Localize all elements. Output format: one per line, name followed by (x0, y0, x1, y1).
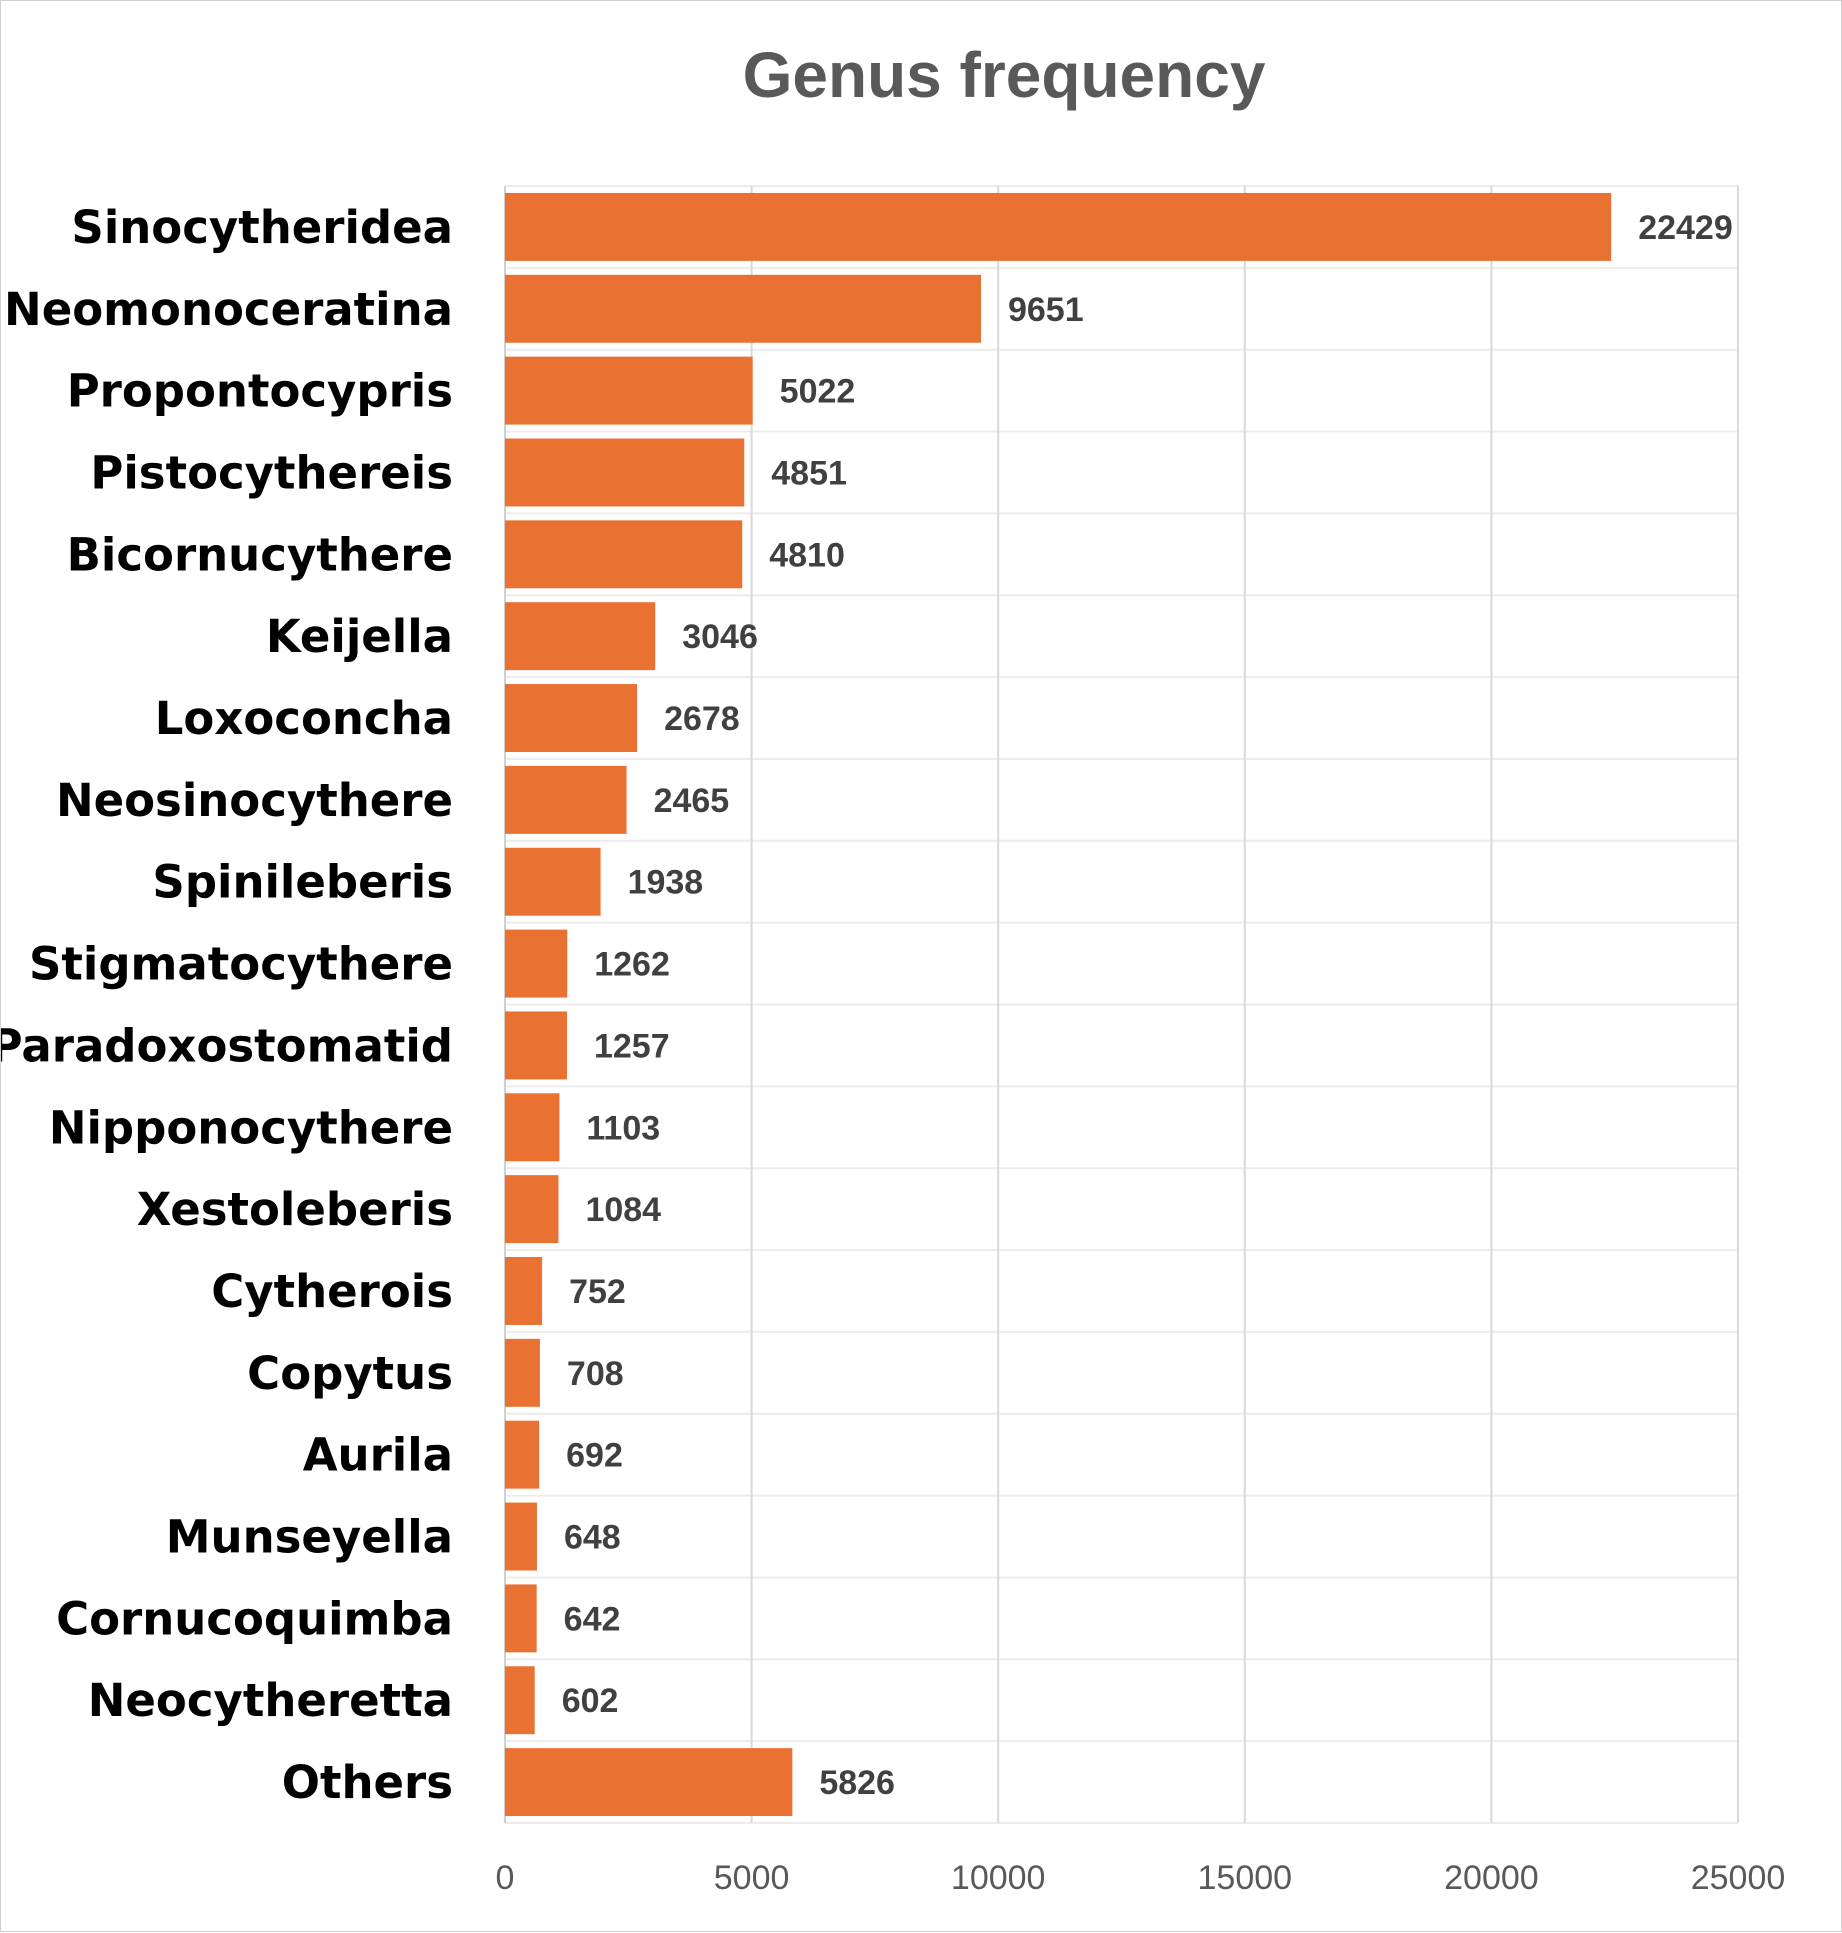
bar (505, 356, 753, 425)
category-label: Propontocypris (67, 365, 453, 418)
data-label: 4851 (771, 454, 847, 492)
data-label: 602 (562, 1682, 619, 1720)
data-label: 5826 (819, 1764, 895, 1802)
category-label: Copytus (247, 1347, 453, 1400)
x-tick-label: 25000 (1691, 1859, 1786, 1897)
data-label: 4810 (769, 536, 845, 574)
x-tick-label: 5000 (714, 1859, 790, 1897)
category-label: Neocytheretta (88, 1674, 453, 1727)
data-label: 3046 (682, 618, 758, 656)
category-label: Cornucoquimba (56, 1592, 453, 1645)
category-label: Stigmatocythere (29, 938, 453, 991)
bar (505, 520, 743, 589)
data-label: 692 (566, 1437, 623, 1475)
bar (505, 765, 627, 834)
data-labels: 22429 9651 5022 4851 4810 3046 2678 2465 1938 126… (562, 209, 1733, 1802)
data-label: 708 (567, 1355, 624, 1393)
gridlines (504, 185, 1739, 1824)
category-label: Nipponocythere (49, 1101, 453, 1154)
category-label: Spinileberis (152, 856, 453, 909)
bar (505, 274, 981, 343)
bar (505, 192, 1612, 261)
category-label: Pistocythereis (90, 446, 453, 499)
data-label: 1257 (594, 1027, 670, 1065)
category-label: Xestoleberis (137, 1183, 453, 1236)
bar (505, 847, 601, 916)
x-axis-tick-labels: 0 5000 10000 15000 20000 25000 (496, 1859, 1786, 1897)
bar (505, 684, 638, 752)
data-label: 1262 (594, 946, 670, 984)
category-label: Bicornucythere (67, 528, 453, 581)
chart-title: Genus frequency (743, 39, 1266, 111)
data-label: 1103 (586, 1109, 660, 1147)
bar (505, 1584, 537, 1653)
bar (505, 602, 656, 671)
category-label: Neomonoceratina (4, 283, 453, 336)
data-label: 22429 (1638, 209, 1733, 247)
bar (505, 1175, 559, 1244)
bar (505, 1011, 567, 1080)
bar (505, 1666, 535, 1735)
bar (505, 929, 568, 998)
bar (505, 1093, 560, 1162)
category-label: Loxoconcha (155, 692, 453, 745)
category-label: Keijella (266, 610, 453, 663)
bar (505, 1338, 540, 1407)
data-label: 752 (569, 1273, 626, 1311)
category-label: Munseyella (166, 1511, 453, 1564)
x-tick-label: 20000 (1444, 1859, 1539, 1897)
data-label: 2678 (664, 700, 740, 738)
data-label: 5022 (780, 373, 856, 411)
data-label: 642 (564, 1600, 621, 1638)
category-label: Sinocytheridea (71, 201, 453, 254)
bars (505, 192, 1612, 1817)
bar (505, 1420, 540, 1489)
data-label: 2465 (654, 782, 730, 820)
x-tick-label: 10000 (951, 1859, 1046, 1897)
x-tick-label: 15000 (1198, 1859, 1293, 1897)
category-label: Others (282, 1756, 453, 1809)
bar (505, 1502, 537, 1571)
bar (505, 438, 745, 507)
x-tick-label: 0 (496, 1859, 515, 1897)
data-label: 648 (564, 1519, 621, 1557)
category-label: Neosinocythere (56, 774, 453, 827)
data-label: 1084 (585, 1191, 661, 1229)
data-label: 9651 (1008, 291, 1084, 329)
bar (505, 1748, 793, 1817)
category-label: Cytherois (211, 1265, 453, 1318)
data-label: 1938 (628, 864, 704, 902)
category-label: Paradoxostomatid (1, 1019, 453, 1072)
category-labels: Sinocytheridea Neomonoceratina Propontocyp… (1, 201, 453, 1809)
bar (505, 1257, 543, 1325)
category-label: Aurila (303, 1429, 453, 1482)
